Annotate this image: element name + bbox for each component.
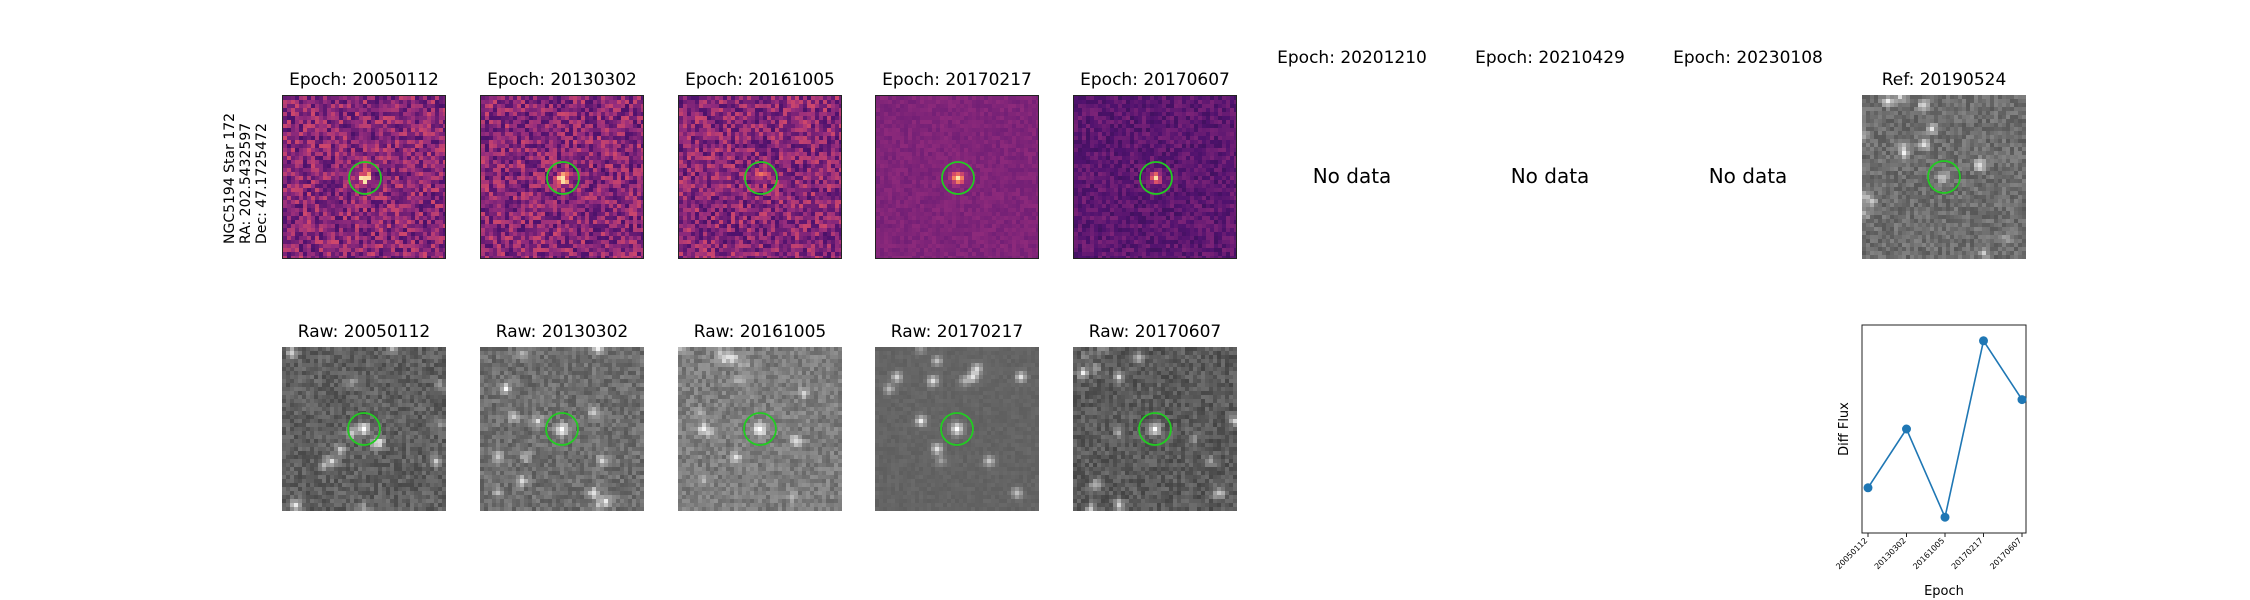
target-marker-circle — [1138, 412, 1172, 446]
raw-title-4: Raw: 20170217 — [890, 322, 1024, 342]
diff-title-7: Epoch: 20210429 — [1475, 48, 1625, 68]
plot-area — [1861, 324, 2027, 534]
target-marker-circle — [545, 412, 579, 446]
x-tick-label: 20050112 — [1834, 536, 1869, 571]
ref-title: Ref: 20190524 — [1881, 70, 2007, 90]
diff-image-2 — [480, 95, 644, 259]
diff-title-3: Epoch: 20161005 — [685, 70, 835, 90]
diff-title-5: Epoch: 20170607 — [1080, 70, 1230, 90]
target-marker-circle — [1139, 161, 1173, 195]
diff-image-3 — [678, 95, 842, 259]
x-tick-label: 20161005 — [1911, 536, 1946, 571]
diff-title-8: Epoch: 20230108 — [1673, 48, 1823, 68]
ref-image — [1862, 95, 2026, 259]
no-data-6: No data — [1312, 164, 1392, 188]
raw-image-1 — [282, 347, 446, 511]
x-axis-label: Epoch — [1924, 584, 1964, 599]
target-marker-circle — [744, 161, 778, 195]
target-ra: RA: 202.5432597 — [238, 122, 254, 244]
raw-image-2 — [480, 347, 644, 511]
diff-image-5 — [1073, 95, 1237, 259]
diff-image-4 — [875, 95, 1039, 259]
data-point — [1979, 336, 1988, 346]
target-marker-circle — [1927, 160, 1961, 194]
raw-image-5 — [1073, 347, 1237, 511]
x-tick-label: 20130302 — [1873, 536, 1908, 571]
y-axis-label: Diff Flux — [1837, 402, 1852, 456]
raw-title-1: Raw: 20050112 — [297, 322, 431, 342]
diff-title-2: Epoch: 20130302 — [487, 70, 637, 90]
x-tick-label: 20170217 — [1950, 536, 1985, 571]
raw-title-2: Raw: 20130302 — [495, 322, 629, 342]
data-point — [1863, 483, 1873, 493]
diff-title-1: Epoch: 20050112 — [289, 70, 439, 90]
target-marker-circle — [940, 412, 974, 446]
target-marker-circle — [743, 412, 777, 446]
target-name: NGC5194 Star 172 — [222, 112, 238, 244]
diff-image-1 — [282, 95, 446, 259]
x-tick-label: 20170607 — [1988, 536, 2023, 571]
target-marker-circle — [941, 161, 975, 195]
target-info: NGC5194 Star 172 RA: 202.5432597 Dec: 47… — [222, 113, 270, 244]
data-point — [1940, 512, 1950, 522]
raw-image-3 — [678, 347, 842, 511]
diff-title-6: Epoch: 20201210 — [1277, 48, 1427, 68]
raw-title-5: Raw: 20170607 — [1088, 322, 1222, 342]
data-point — [1902, 424, 1911, 434]
no-data-8: No data — [1708, 164, 1788, 188]
target-marker-circle — [546, 161, 580, 195]
raw-title-3: Raw: 20161005 — [693, 322, 827, 342]
target-marker-circle — [348, 161, 382, 195]
no-data-7: No data — [1510, 164, 1590, 188]
light-curve-chart: 20050112 20130302 20161005 20170217 20170607… — [1834, 324, 2027, 599]
data-point — [2017, 395, 2027, 405]
target-marker-circle — [347, 412, 381, 446]
diff-title-4: Epoch: 20170217 — [882, 70, 1032, 90]
raw-image-4 — [875, 347, 1039, 511]
target-dec: Dec: 47.1725472 — [254, 123, 270, 244]
